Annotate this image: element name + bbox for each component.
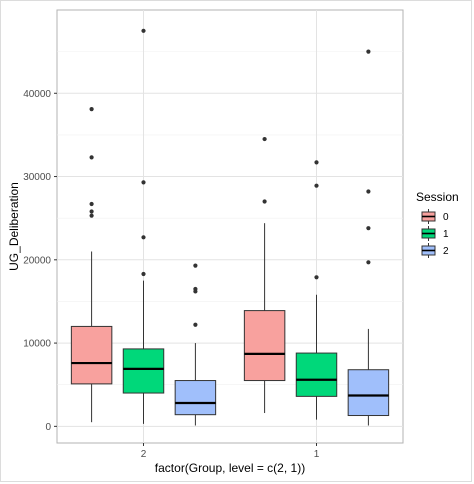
box-1-group-2	[122, 28, 165, 424]
outlier-point	[141, 28, 146, 33]
box-body	[174, 380, 217, 416]
outlier-point	[89, 155, 94, 160]
outlier-point	[314, 160, 319, 165]
legend-entry-0: 0	[420, 208, 449, 225]
y-tick-label: 20000	[23, 255, 51, 266]
box-0-group-1	[243, 136, 286, 414]
y-tick-label: 10000	[23, 339, 51, 350]
outlier-point	[366, 49, 371, 54]
legend-title: Session	[416, 190, 459, 204]
outlier-point	[193, 263, 198, 268]
outlier-point	[141, 180, 146, 185]
outlier-point	[89, 106, 94, 112]
box-0-group-2	[70, 106, 113, 423]
panel-background	[56, 9, 404, 444]
box-body	[243, 310, 286, 382]
legend-label: 0	[443, 212, 449, 223]
legend-label: 1	[443, 229, 449, 240]
legend: Session 0 1 2	[416, 190, 459, 259]
outlier-point	[366, 260, 371, 265]
legend-entry-2: 2	[420, 242, 449, 259]
y-tick-label: 0	[45, 422, 51, 433]
outlier-point	[89, 209, 94, 214]
outlier-point	[141, 235, 146, 240]
y-axis: 0 10000 20000 30000 40000	[23, 89, 57, 433]
box-1-group-1	[295, 160, 338, 420]
y-axis-title: UG_Deliberation	[7, 182, 21, 271]
x-axis-title: factor(Group, level = c(2, 1))	[155, 461, 305, 475]
outlier-point	[314, 183, 319, 188]
legend-entry-1: 1	[420, 225, 449, 242]
outlier-point	[366, 189, 371, 194]
outlier-point	[366, 226, 371, 231]
box-body	[70, 325, 113, 385]
outlier-point	[262, 199, 267, 204]
y-tick-label: 40000	[23, 89, 51, 100]
y-tick-label: 30000	[23, 172, 51, 183]
outlier-point	[89, 213, 94, 218]
outlier-point	[262, 136, 267, 142]
outlier-point	[314, 275, 319, 280]
box-2-group-2	[174, 263, 217, 426]
x-tick-label: 1	[314, 449, 320, 460]
box-body	[347, 369, 390, 417]
outlier-point	[193, 286, 198, 292]
outlier-point	[141, 271, 146, 277]
outlier-point	[89, 201, 94, 207]
box-2-group-1	[347, 49, 390, 426]
box-body	[295, 352, 338, 397]
outlier-point	[193, 322, 198, 327]
plot-panel	[56, 9, 404, 444]
box-body	[122, 348, 165, 394]
legend-label: 2	[443, 246, 449, 257]
x-tick-label: 2	[141, 449, 147, 460]
